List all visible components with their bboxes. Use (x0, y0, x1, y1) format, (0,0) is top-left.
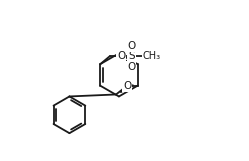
Text: CH₃: CH₃ (142, 51, 160, 61)
Text: S: S (128, 51, 135, 61)
Text: O: O (127, 62, 135, 71)
Text: O: O (123, 81, 131, 91)
Text: O: O (127, 41, 135, 51)
Text: O: O (117, 51, 125, 61)
